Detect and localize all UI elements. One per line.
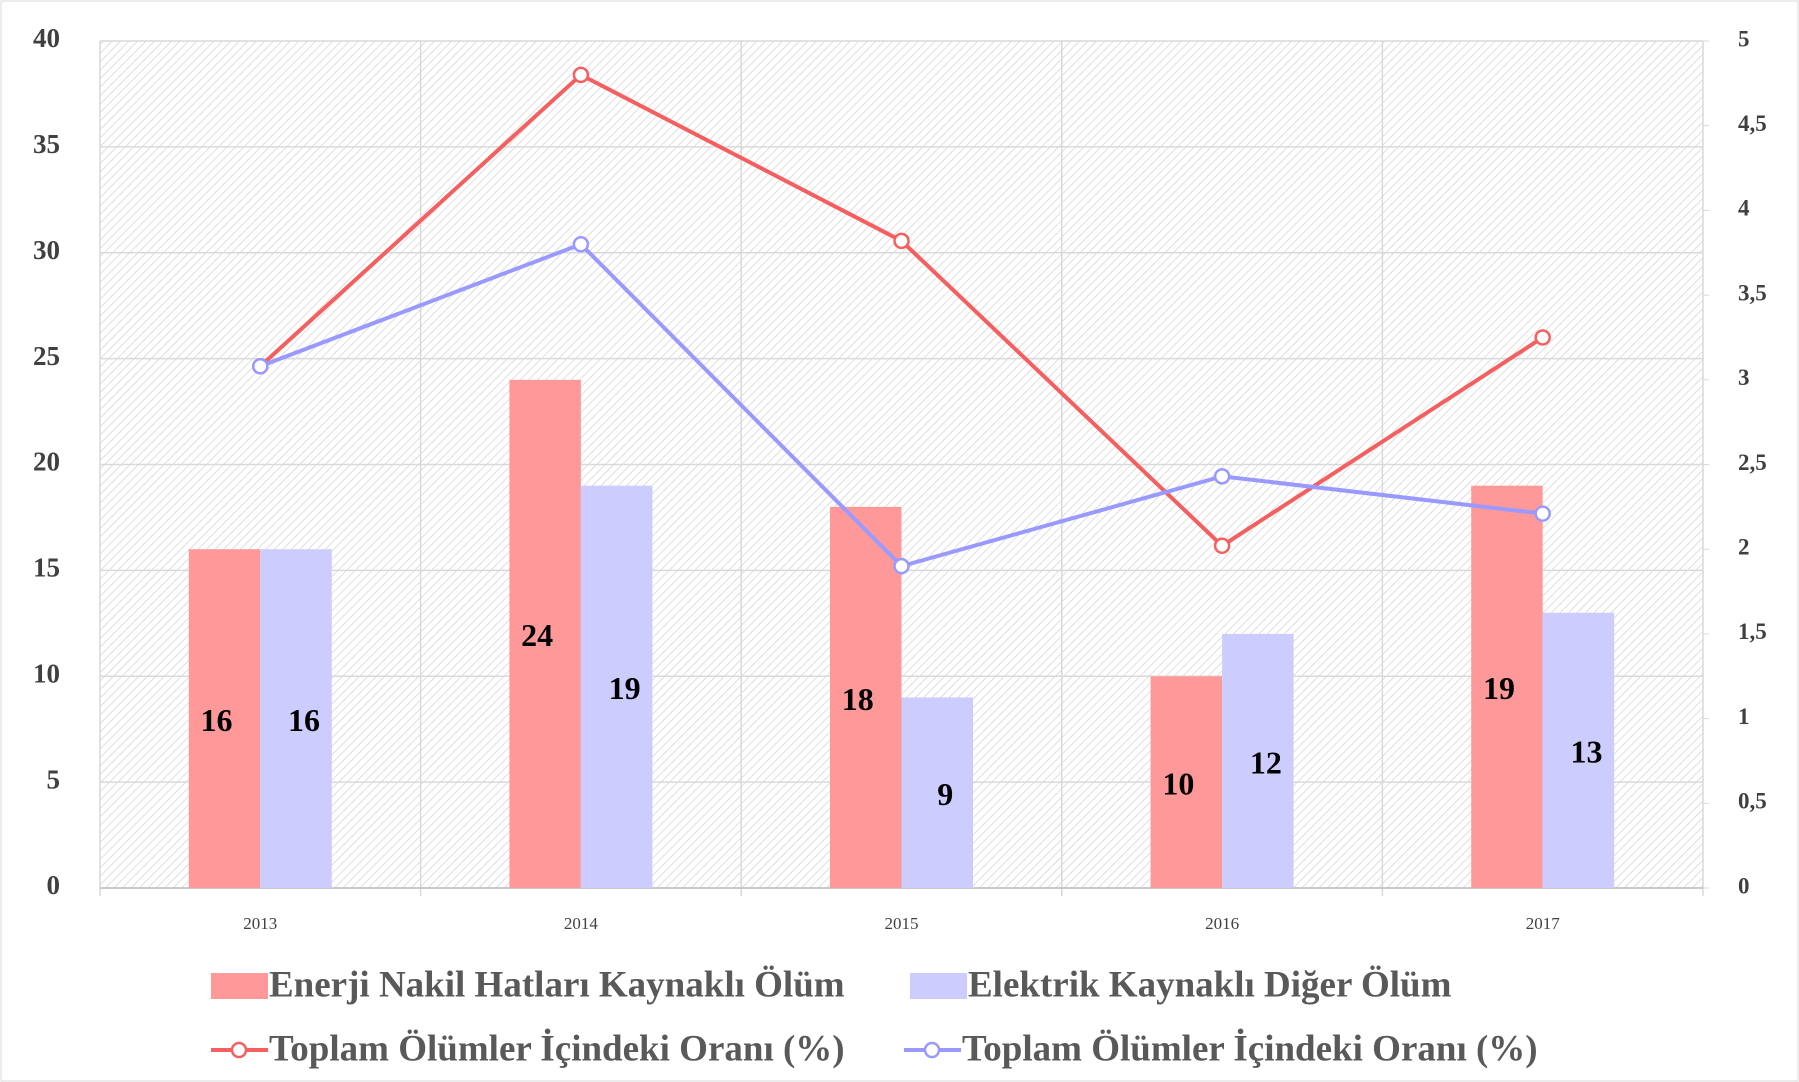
y2-tick-label: 0 [1738, 873, 1750, 898]
line-marker [572, 66, 590, 84]
y-tick-label: 15 [33, 553, 60, 583]
bar-value-label: 19 [609, 670, 641, 706]
line-marker [893, 557, 910, 575]
legend-marker [230, 1041, 248, 1059]
bar-value-label: 19 [1483, 670, 1515, 706]
y-tick-label: 30 [33, 235, 60, 265]
bar [580, 485, 653, 888]
legend-label: Toplam Ölümler İçindeki Oranı (%) [962, 1027, 1538, 1069]
y2-tick-label: 0,5 [1738, 789, 1767, 814]
bar-value-label: 18 [842, 681, 874, 717]
legend-swatch [910, 973, 967, 999]
x-tick-label: 2015 [885, 914, 919, 933]
legend-marker [923, 1041, 941, 1059]
bar [1471, 485, 1543, 888]
legend-label: Enerji Nakil Hatları Kaynaklı Ölüm [269, 964, 845, 1005]
y2-tick-label: 2 [1738, 534, 1750, 559]
bar-value-label: 16 [288, 702, 320, 738]
line-marker [1534, 329, 1551, 346]
bar [509, 379, 581, 888]
line-marker [893, 232, 910, 250]
x-tick-label: 2017 [1526, 914, 1561, 933]
y2-tick-label: 4,5 [1738, 111, 1767, 136]
y2-tick-label: 4 [1738, 196, 1750, 221]
y2-tick-label: 1 [1738, 704, 1750, 729]
y2-tick-label: 5 [1738, 26, 1750, 51]
y-tick-label: 25 [33, 341, 60, 371]
line-marker [1213, 468, 1231, 485]
y-tick-label: 0 [47, 870, 61, 900]
bar [830, 506, 902, 888]
bar [188, 549, 261, 888]
bar-value-label: 10 [1162, 765, 1194, 801]
bar-value-label: 16 [201, 702, 233, 738]
legend-label: Elektrik Kaynaklı Diğer Ölüm [968, 964, 1452, 1005]
x-tick-label: 2014 [564, 914, 599, 933]
legend-swatch [211, 973, 268, 999]
bar-value-label: 13 [1570, 734, 1602, 770]
y2-tick-label: 3 [1738, 365, 1750, 390]
bar-value-label: 12 [1250, 744, 1282, 780]
line-marker [1534, 505, 1551, 522]
bar [901, 697, 973, 888]
x-tick-label: 2016 [1205, 914, 1239, 933]
line-marker [252, 357, 269, 375]
y-tick-label: 20 [33, 447, 60, 477]
y-tick-label: 5 [47, 764, 61, 794]
y2-tick-label: 2,5 [1738, 450, 1767, 475]
line-marker [1213, 537, 1231, 555]
x-tick-label: 2013 [243, 914, 277, 933]
bar [1150, 676, 1223, 888]
y2-tick-label: 1,5 [1738, 619, 1767, 644]
bar [1222, 633, 1294, 888]
y-tick-label: 35 [33, 129, 60, 159]
y2-tick-label: 3,5 [1738, 280, 1767, 305]
y-tick-label: 10 [33, 658, 60, 688]
bar-value-label: 9 [937, 776, 953, 812]
y-tick-label: 40 [33, 23, 60, 53]
bar-value-label: 24 [521, 617, 553, 653]
bar [260, 549, 332, 888]
line-marker [572, 236, 590, 253]
legend-label: Toplam Ölümler İçindeki Oranı (%) [269, 1027, 845, 1069]
bar [1542, 612, 1615, 888]
